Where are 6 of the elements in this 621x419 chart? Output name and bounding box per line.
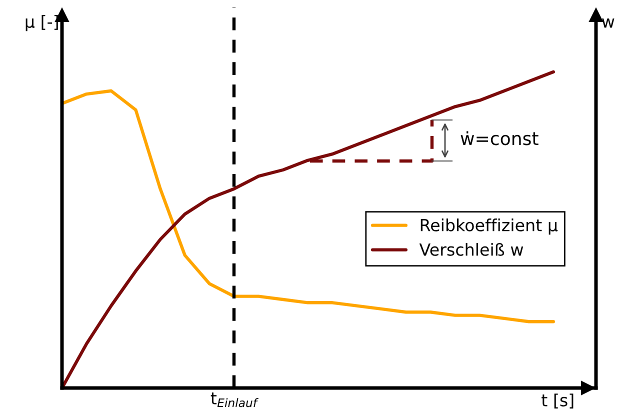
text: t$_{Einlauf}$ — [210, 392, 258, 408]
x-axis-title: t [s] — [542, 394, 574, 408]
y2-axis-title: w — [602, 18, 614, 28]
legend-label: Reibkoeffizient μ — [420, 218, 558, 235]
annotation: ẇ=const — [460, 131, 538, 146]
legend-label: Verschleiß w — [419, 242, 524, 256]
